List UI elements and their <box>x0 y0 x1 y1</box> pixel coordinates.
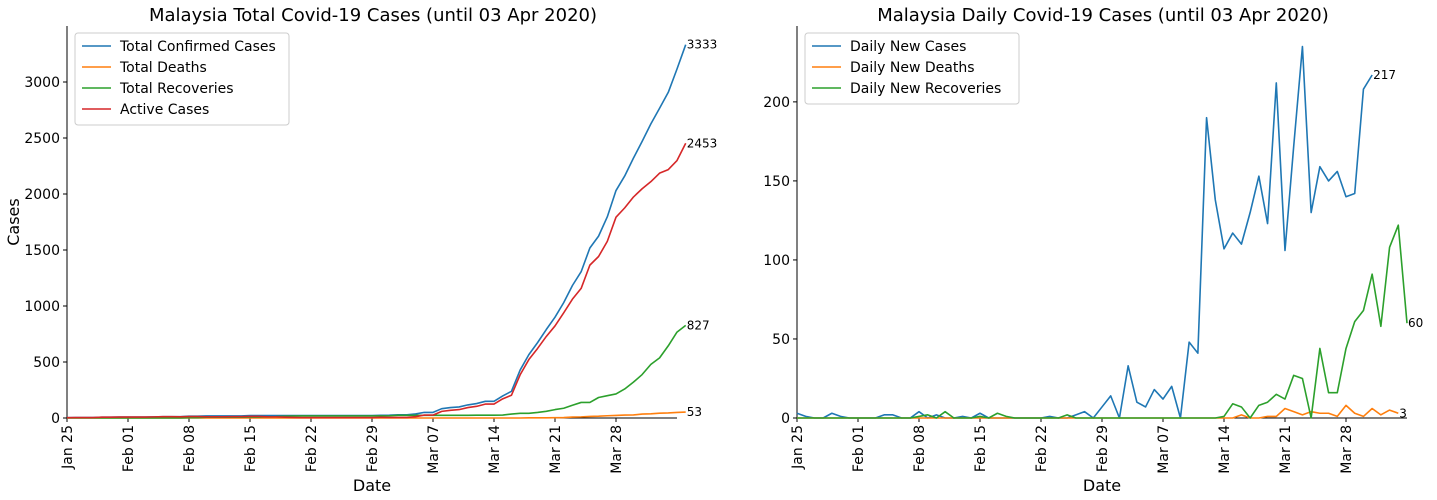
x-tick-label: Mar 07 <box>1156 425 1172 474</box>
x-tick-label: Feb 22 <box>1034 425 1050 472</box>
y-tick-label: 0 <box>781 411 790 427</box>
series-line-2 <box>797 224 1408 419</box>
x-tick-label: Mar 28 <box>609 425 625 474</box>
series-end-label: 2453 <box>687 136 718 150</box>
x-axis-label: Date <box>1083 476 1121 495</box>
legend-box <box>74 32 290 126</box>
x-tick-label: Feb 08 <box>182 425 198 472</box>
series-line-2 <box>67 324 687 419</box>
series-end-label: 827 <box>687 318 710 332</box>
chart-daily-cases: Malaysia Daily Covid-19 Cases (until 03 … <box>763 5 1423 495</box>
y-tick-label: 200 <box>763 95 790 111</box>
x-tick-label: Mar 14 <box>1217 425 1233 474</box>
y-tick-label: 1000 <box>24 299 60 315</box>
x-tick-label: Feb 01 <box>121 425 137 472</box>
y-tick-label: 2000 <box>24 187 60 203</box>
series-end-label: 3 <box>1399 406 1407 420</box>
chart-total-cases: Malaysia Total Covid-19 Cases (until 03 … <box>4 5 717 495</box>
legend-label: Total Deaths <box>119 60 207 76</box>
y-tick-label: 150 <box>763 174 790 190</box>
x-tick-label: Mar 14 <box>487 425 503 474</box>
x-tick-label: Jan 25 <box>790 425 806 470</box>
y-tick-label: 0 <box>51 411 60 427</box>
x-tick-label: Mar 28 <box>1339 425 1355 474</box>
x-tick-label: Jan 25 <box>60 425 76 470</box>
legend-label: Active Cases <box>120 102 209 118</box>
series-end-label: 217 <box>1373 68 1396 82</box>
y-tick-label: 500 <box>33 355 60 371</box>
series-line-3 <box>66 142 687 419</box>
series-end-label: 3333 <box>687 38 718 52</box>
legend-label: Daily New Deaths <box>850 60 975 76</box>
x-axis-label: Date <box>353 476 391 495</box>
legend-label: Daily New Recoveries <box>850 81 1001 97</box>
chart-title: Malaysia Total Covid-19 Cases (until 03 … <box>149 5 597 26</box>
x-tick-label: Feb 29 <box>1095 425 1111 472</box>
series-end-label: 53 <box>687 405 702 419</box>
y-tick-label: 3000 <box>24 75 60 91</box>
x-tick-label: Feb 15 <box>973 425 989 472</box>
x-tick-label: Feb 15 <box>243 425 259 472</box>
legend-box <box>804 32 1020 105</box>
legend-label: Total Confirmed Cases <box>119 39 276 55</box>
x-tick-label: Mar 21 <box>1278 425 1294 474</box>
x-tick-label: Mar 21 <box>548 425 564 474</box>
series-line-0 <box>796 45 1373 419</box>
x-tick-label: Feb 22 <box>304 425 320 472</box>
x-tick-label: Feb 01 <box>851 425 867 472</box>
x-tick-label: Feb 08 <box>912 425 928 472</box>
chart-title: Malaysia Daily Covid-19 Cases (until 03 … <box>877 5 1329 26</box>
y-tick-label: 50 <box>772 332 790 348</box>
x-tick-label: Feb 29 <box>365 425 381 472</box>
y-tick-label: 1500 <box>24 243 60 259</box>
legend-label: Daily New Cases <box>850 39 966 55</box>
y-tick-label: 100 <box>763 253 790 269</box>
x-tick-label: Mar 07 <box>426 425 442 474</box>
y-axis-label: Cases <box>4 198 23 246</box>
legend-label: Total Recoveries <box>119 81 234 97</box>
series-end-label: 60 <box>1408 316 1423 330</box>
y-tick-label: 2500 <box>24 131 60 147</box>
